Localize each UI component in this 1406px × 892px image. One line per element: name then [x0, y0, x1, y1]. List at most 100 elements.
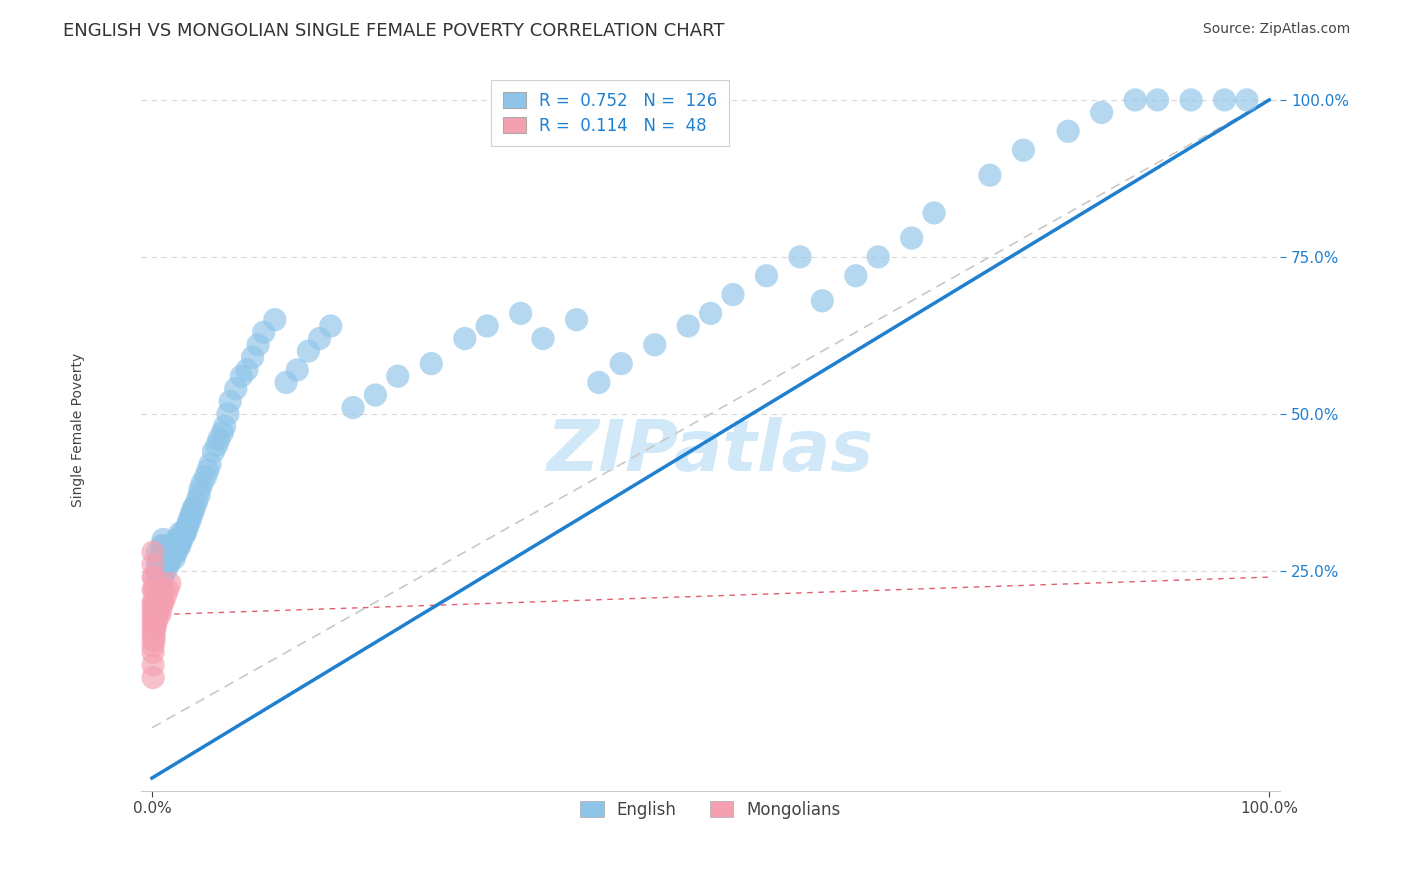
Point: [156, 582, 179, 597]
Point: [142, 570, 165, 584]
Point: [165, 545, 187, 559]
Point: [152, 551, 174, 566]
Point: [308, 332, 330, 346]
Point: [152, 558, 174, 572]
Point: [644, 338, 666, 352]
Point: [565, 312, 588, 326]
Point: [150, 564, 173, 578]
Point: [319, 318, 342, 333]
Point: [162, 545, 184, 559]
Point: [155, 558, 177, 572]
Point: [420, 357, 443, 371]
Point: [509, 306, 531, 320]
Point: [159, 551, 181, 566]
Point: [531, 332, 554, 346]
Point: [142, 639, 165, 653]
Point: [387, 369, 409, 384]
Point: [156, 551, 179, 566]
Point: [187, 488, 209, 502]
Point: [143, 601, 166, 615]
Point: [285, 363, 308, 377]
Point: [150, 558, 173, 572]
Point: [198, 457, 221, 471]
Point: [146, 564, 169, 578]
Point: [146, 558, 169, 572]
Point: [148, 601, 170, 615]
Point: [157, 551, 180, 566]
Point: [159, 576, 181, 591]
Legend: English, Mongolians: English, Mongolians: [574, 794, 848, 826]
Point: [588, 376, 610, 390]
Point: [166, 545, 188, 559]
Point: [160, 551, 183, 566]
Point: [167, 533, 190, 547]
Point: [699, 306, 721, 320]
Point: [1180, 93, 1202, 107]
Point: [143, 620, 166, 634]
Point: [274, 376, 297, 390]
Point: [149, 558, 172, 572]
Point: [475, 318, 498, 333]
Point: [364, 388, 387, 402]
Point: [146, 545, 169, 559]
Point: [1091, 105, 1114, 120]
Point: [172, 526, 194, 541]
Point: [188, 482, 211, 496]
Point: [142, 607, 165, 622]
Point: [202, 444, 225, 458]
Point: [167, 539, 190, 553]
Point: [170, 533, 193, 547]
Point: [1012, 143, 1035, 157]
Point: [1213, 93, 1236, 107]
Point: [143, 595, 166, 609]
Point: [162, 539, 184, 553]
Point: [149, 551, 172, 566]
Point: [160, 545, 183, 559]
Point: [755, 268, 778, 283]
Point: [253, 325, 276, 339]
Point: [143, 607, 166, 622]
Point: [146, 582, 169, 597]
Point: [152, 539, 174, 553]
Point: [868, 250, 890, 264]
Point: [143, 582, 166, 597]
Point: [152, 545, 174, 559]
Point: [231, 369, 253, 384]
Point: [179, 514, 201, 528]
Point: [150, 551, 173, 566]
Point: [143, 632, 166, 647]
Point: [149, 564, 172, 578]
Point: [143, 620, 166, 634]
Point: [1057, 124, 1080, 138]
Point: [174, 526, 197, 541]
Point: [165, 539, 187, 553]
Point: [173, 526, 195, 541]
Point: [143, 614, 166, 628]
Point: [152, 570, 174, 584]
Point: [454, 332, 477, 346]
Point: [172, 533, 194, 547]
Point: [142, 632, 165, 647]
Point: [208, 432, 231, 446]
Point: [1123, 93, 1146, 107]
Point: [236, 363, 259, 377]
Point: [145, 607, 167, 622]
Point: [149, 564, 172, 578]
Point: [181, 501, 204, 516]
Point: [169, 526, 191, 541]
Point: [146, 570, 169, 584]
Point: [155, 551, 177, 566]
Point: [217, 407, 239, 421]
Point: [678, 318, 700, 333]
Point: [159, 545, 181, 559]
Point: [148, 595, 170, 609]
Point: [1146, 93, 1168, 107]
Point: [297, 344, 319, 359]
Point: [145, 614, 167, 628]
Point: [142, 614, 165, 628]
Point: [149, 576, 172, 591]
Point: [342, 401, 364, 415]
Point: [150, 545, 173, 559]
Point: [197, 463, 219, 477]
Point: [155, 545, 177, 559]
